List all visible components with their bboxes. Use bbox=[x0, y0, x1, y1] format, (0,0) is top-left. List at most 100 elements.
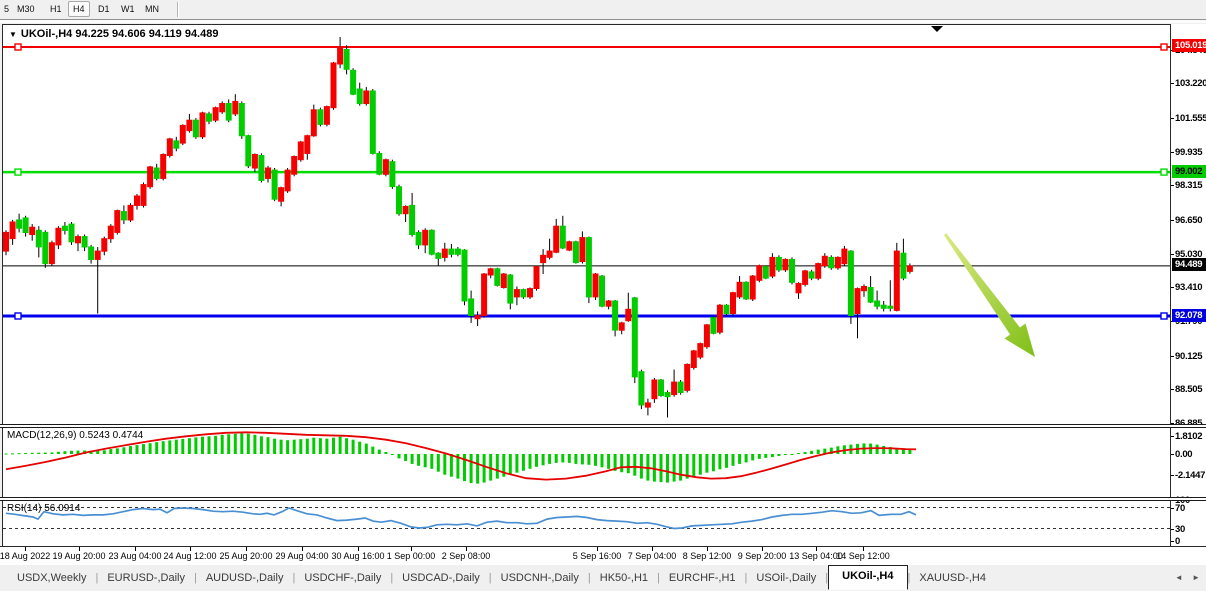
trend-arrow-annotation[interactable] bbox=[943, 233, 1035, 357]
axis-tick bbox=[1171, 185, 1174, 187]
axis-tick bbox=[1171, 475, 1174, 477]
tab-scroll-left-icon[interactable]: ◄ bbox=[1174, 573, 1183, 582]
chevron-down-icon[interactable]: ▼ bbox=[9, 30, 17, 39]
chart-tab-usdx-weekly[interactable]: USDX,Weekly bbox=[17, 571, 87, 584]
hline-handle[interactable] bbox=[1160, 168, 1168, 176]
chart-tab-hk50-h1[interactable]: HK50-,H1 bbox=[599, 571, 649, 584]
time-tick bbox=[762, 547, 763, 551]
time-axis-label: 24 Aug 12:00 bbox=[163, 551, 217, 561]
hline-handle[interactable] bbox=[14, 43, 22, 51]
timeframe-button-W1[interactable]: W1 bbox=[121, 4, 135, 14]
timeframe-button-H1[interactable]: H1 bbox=[50, 4, 62, 14]
time-tick bbox=[135, 547, 136, 551]
macd-label: MACD(12,26,9) 0.5243 0.4744 bbox=[7, 430, 144, 441]
price-badge-92.078: 92.078 bbox=[1172, 308, 1206, 322]
axis-tick bbox=[1171, 423, 1174, 424]
chart-tab-ukoil-h4[interactable]: UKOil-,H4 bbox=[828, 564, 908, 590]
time-axis-label: 5 Sep 16:00 bbox=[572, 551, 622, 561]
price-badge-105.019: 105.019 bbox=[1172, 39, 1206, 53]
rsi-chart bbox=[3, 507, 1171, 530]
hline-handle[interactable] bbox=[14, 168, 22, 176]
time-axis-label: 2 Sep 08:00 bbox=[441, 551, 491, 561]
axis-tick bbox=[1171, 118, 1174, 119]
macd-chart bbox=[4, 431, 917, 484]
rsi-line bbox=[5, 507, 917, 530]
time-axis[interactable]: 18 Aug 2022 19 Aug 20:00 23 Aug 04:00 24 Au… bbox=[0, 546, 1206, 565]
axis-tick bbox=[1171, 528, 1174, 530]
rsi-axis-label: 0 bbox=[1175, 536, 1180, 547]
macd-axis-label: 1.8102 bbox=[1175, 431, 1203, 443]
macd-axis-label: 0.00 bbox=[1175, 449, 1193, 460]
time-tick bbox=[466, 547, 467, 551]
price-axis-label: 93.410 bbox=[1175, 282, 1203, 294]
time-axis-label: 7 Sep 04:00 bbox=[627, 551, 677, 561]
time-axis-label: 29 Aug 04:00 bbox=[275, 551, 329, 561]
axis-tick bbox=[1171, 541, 1174, 542]
time-tick bbox=[863, 547, 864, 551]
time-axis-label: 13 Sep 04:00 bbox=[789, 551, 843, 561]
panel-splitter[interactable] bbox=[0, 424, 1206, 428]
chart-tab-bar: ◄ ► USDX,Weekly | EURUSD-,Daily | AUDUSD-,Da… bbox=[0, 564, 1206, 591]
candlestick-chart[interactable] bbox=[3, 25, 1171, 425]
hline-handle[interactable] bbox=[1160, 312, 1168, 320]
time-axis-label: 9 Sep 20:00 bbox=[737, 551, 787, 561]
tab-separator: | bbox=[825, 572, 829, 584]
price-axis-label: 88.505 bbox=[1175, 384, 1203, 396]
chart-shift-marker bbox=[931, 26, 943, 32]
chart-tab-usdcnh-daily[interactable]: USDCNH-,Daily bbox=[500, 571, 579, 584]
axis-tick bbox=[1171, 219, 1174, 221]
tab-scroll-arrows: ◄ ► bbox=[1168, 573, 1200, 582]
chart-tab-usdcad-daily[interactable]: USDCAD-,Daily bbox=[402, 571, 480, 584]
timeframe-button-H4[interactable]: H4 bbox=[68, 1, 90, 17]
price-badge-94.489: 94.489 bbox=[1172, 258, 1206, 272]
rsi-label: RSI(14) 56.0914 bbox=[7, 503, 81, 514]
chart-tab-usoil-daily[interactable]: USOil-,Daily bbox=[756, 571, 817, 584]
hline-handle[interactable] bbox=[14, 312, 22, 320]
timeframe-button-5[interactable]: 5 bbox=[4, 4, 10, 14]
axis-tick bbox=[1171, 83, 1174, 85]
time-tick bbox=[816, 547, 817, 551]
time-tick bbox=[652, 547, 653, 551]
toolbar-groove bbox=[0, 19, 1206, 23]
candle-bodies bbox=[3, 46, 913, 408]
toolbar-separator bbox=[177, 2, 179, 17]
chart-tab-audusd-daily[interactable]: AUDUSD-,Daily bbox=[205, 571, 284, 584]
price-axis-label: 86.885 bbox=[1175, 418, 1203, 429]
tab-separator: | bbox=[907, 572, 911, 584]
price-axis-label: 101.555 bbox=[1175, 113, 1206, 124]
tab-separator: | bbox=[390, 572, 394, 584]
panel-splitter[interactable] bbox=[0, 497, 1206, 501]
macd-panel[interactable]: MACD(12,26,9) 0.5243 0.4744 bbox=[2, 428, 1171, 497]
timeframe-button-MN[interactable]: MN bbox=[145, 4, 159, 14]
axis-tick bbox=[1171, 355, 1174, 357]
axis-tick bbox=[1171, 253, 1174, 255]
chart-ohlc-values: 94.225 94.606 94.119 94.489 bbox=[75, 28, 219, 40]
chart-title: ▼ UKOil-,H4 94.225 94.606 94.119 94.489 bbox=[9, 28, 218, 40]
timeframe-toolbar: 5 M30 H1 H4 D1 W1 MN bbox=[0, 0, 1206, 23]
chart-tab-eurchf-h1[interactable]: EURCHF-,H1 bbox=[668, 571, 736, 584]
tab-separator: | bbox=[95, 572, 99, 584]
chart-tab-xauusd-h4[interactable]: XAUUSD-,H4 bbox=[919, 571, 986, 584]
price-chart-panel[interactable]: ▼ UKOil-,H4 94.225 94.606 94.119 94.489 bbox=[2, 24, 1171, 425]
tab-separator: | bbox=[488, 572, 492, 584]
axis-tick bbox=[1171, 454, 1174, 455]
axis-tick bbox=[1171, 507, 1174, 509]
chart-tab-eurusd-daily[interactable]: EURUSD-,Daily bbox=[107, 571, 185, 584]
macd-signal-line bbox=[5, 431, 917, 481]
timeframe-button-D1[interactable]: D1 bbox=[98, 4, 110, 14]
axis-tick bbox=[1171, 436, 1174, 438]
time-axis-label: 25 Aug 20:00 bbox=[219, 551, 273, 561]
price-badge-99.002: 99.002 bbox=[1172, 164, 1206, 178]
timeframe-button-M30[interactable]: M30 bbox=[17, 4, 35, 14]
hline-handle[interactable] bbox=[1160, 43, 1168, 51]
chart-tab-usdchf-daily[interactable]: USDCHF-,Daily bbox=[304, 571, 382, 584]
rsi-panel[interactable]: RSI(14) 56.0914 bbox=[2, 501, 1171, 546]
time-axis-label: 30 Aug 16:00 bbox=[331, 551, 385, 561]
price-axis[interactable]: 104.840103.220101.55599.93598.31596.6509… bbox=[1170, 24, 1206, 564]
tab-scroll-right-icon[interactable]: ► bbox=[1192, 573, 1200, 582]
tab-separator: | bbox=[657, 572, 660, 584]
time-tick bbox=[25, 547, 26, 551]
time-tick bbox=[707, 547, 708, 551]
axis-tick bbox=[1171, 287, 1174, 289]
macd-histogram bbox=[4, 433, 912, 484]
